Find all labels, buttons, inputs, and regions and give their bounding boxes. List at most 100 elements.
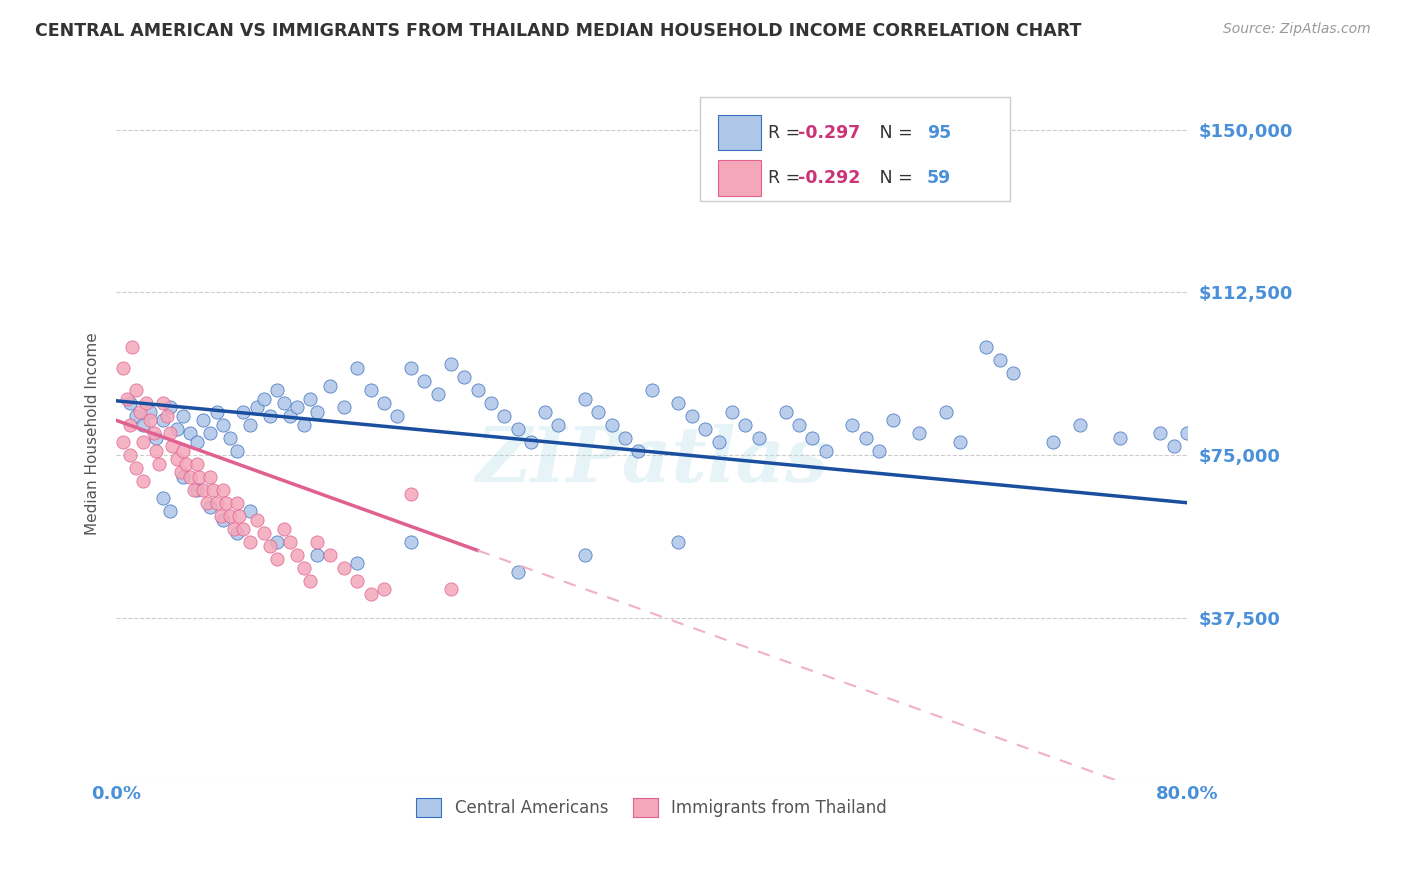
Point [205, 496, 228, 510]
Text: N =: N = [863, 124, 918, 142]
Point [118, 417, 141, 432]
Point [453, 370, 475, 384]
Point [506, 422, 529, 436]
Point [668, 534, 690, 549]
Point [333, 561, 356, 575]
Point [305, 548, 328, 562]
Point [479, 396, 502, 410]
Point [1002, 366, 1025, 380]
Point [520, 435, 543, 450]
Point [212, 513, 235, 527]
Point [627, 443, 650, 458]
Point [506, 565, 529, 579]
Point [1149, 426, 1171, 441]
Text: 95: 95 [927, 124, 950, 142]
Point [138, 404, 160, 418]
Legend: Central Americans, Immigrants from Thailand: Central Americans, Immigrants from Thail… [409, 791, 894, 824]
Point [1042, 435, 1064, 450]
Point [868, 443, 890, 458]
Text: R =: R = [769, 169, 806, 186]
Point [948, 435, 970, 450]
Point [467, 383, 489, 397]
Point [219, 431, 242, 445]
Point [976, 340, 998, 354]
Point [152, 413, 174, 427]
Point [162, 439, 184, 453]
Point [232, 404, 254, 418]
Point [935, 404, 957, 418]
Point [225, 496, 247, 510]
Point [186, 435, 208, 450]
Point [319, 548, 342, 562]
Point [111, 361, 134, 376]
Point [360, 587, 382, 601]
Point [695, 422, 717, 436]
Point [1069, 417, 1091, 432]
Point [222, 522, 245, 536]
FancyBboxPatch shape [718, 115, 761, 151]
Point [292, 417, 315, 432]
Point [346, 557, 368, 571]
Point [266, 534, 288, 549]
Point [259, 409, 281, 423]
Point [239, 534, 262, 549]
Point [135, 396, 157, 410]
Point [239, 417, 262, 432]
Point [118, 396, 141, 410]
Point [159, 401, 181, 415]
Point [246, 513, 269, 527]
Text: N =: N = [863, 169, 918, 186]
Point [121, 340, 143, 354]
Point [285, 401, 308, 415]
Point [166, 452, 188, 467]
Point [132, 435, 155, 450]
Point [118, 448, 141, 462]
Point [183, 483, 205, 497]
Point [574, 392, 596, 406]
Point [360, 383, 382, 397]
Point [547, 417, 569, 432]
Point [988, 352, 1011, 367]
Point [252, 392, 274, 406]
Point [172, 469, 194, 483]
Point [259, 539, 281, 553]
Point [232, 522, 254, 536]
Point [145, 431, 167, 445]
Point [132, 474, 155, 488]
Point [285, 548, 308, 562]
Point [129, 404, 152, 418]
Point [413, 374, 436, 388]
Point [278, 534, 301, 549]
Point [586, 404, 609, 418]
Point [198, 469, 221, 483]
Point [1175, 426, 1198, 441]
Point [195, 496, 218, 510]
Point [219, 508, 242, 523]
Point [841, 417, 863, 432]
Point [186, 483, 208, 497]
Point [239, 504, 262, 518]
Point [346, 361, 368, 376]
Point [172, 443, 194, 458]
Point [225, 443, 247, 458]
Point [373, 396, 395, 410]
Point [613, 431, 636, 445]
Point [138, 413, 160, 427]
Point [373, 582, 395, 597]
Point [1163, 439, 1185, 453]
Point [855, 431, 877, 445]
Point [125, 383, 148, 397]
Point [252, 526, 274, 541]
Point [225, 526, 247, 541]
Text: Source: ZipAtlas.com: Source: ZipAtlas.com [1223, 22, 1371, 37]
Point [278, 409, 301, 423]
Point [299, 392, 322, 406]
Point [775, 404, 797, 418]
Point [145, 443, 167, 458]
Point [156, 409, 179, 423]
Point [305, 534, 328, 549]
Point [273, 522, 295, 536]
Y-axis label: Median Household Income: Median Household Income [86, 332, 100, 534]
Point [574, 548, 596, 562]
Text: ZIPatlas: ZIPatlas [475, 424, 828, 498]
